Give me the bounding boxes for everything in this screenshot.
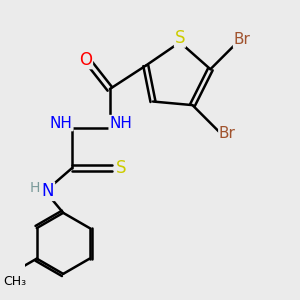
Text: NH: NH — [50, 116, 73, 130]
Text: N: N — [42, 182, 54, 200]
Text: O: O — [79, 50, 92, 68]
Text: H: H — [30, 182, 40, 195]
Text: Br: Br — [219, 126, 236, 141]
Text: Br: Br — [234, 32, 250, 47]
Text: CH₃: CH₃ — [3, 274, 26, 288]
Text: NH: NH — [109, 116, 132, 130]
Text: S: S — [175, 29, 185, 47]
Text: S: S — [116, 159, 126, 177]
